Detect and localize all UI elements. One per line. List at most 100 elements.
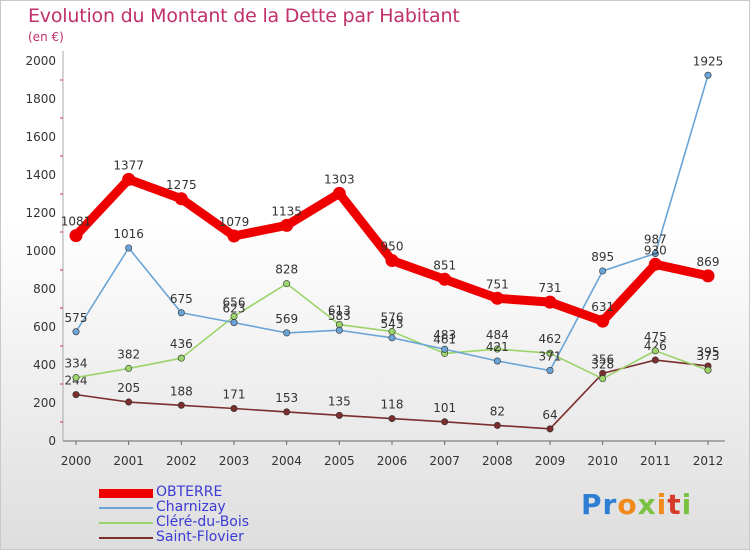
legend-label: Charnizay <box>156 499 226 515</box>
x-tick-label: 2010 <box>587 454 618 468</box>
data-label: 1275 <box>166 178 197 192</box>
data-point <box>230 319 238 327</box>
x-tick-label: 2002 <box>166 454 197 468</box>
data-label: 731 <box>539 281 562 295</box>
x-tick-label: 2004 <box>271 454 302 468</box>
y-tick-label: 600 <box>33 320 56 334</box>
data-point <box>704 366 712 374</box>
data-point <box>335 326 343 334</box>
data-label: 828 <box>275 263 298 277</box>
data-point <box>546 349 554 357</box>
y-tick-label: 400 <box>33 358 56 372</box>
legend-swatch <box>99 488 153 498</box>
data-point <box>493 345 501 353</box>
data-point <box>651 249 659 257</box>
data-label: 1925 <box>693 54 724 68</box>
data-label: 436 <box>170 337 193 351</box>
data-label: 675 <box>170 292 193 306</box>
data-point <box>596 314 610 328</box>
proxiti-logo: Proxiti <box>581 488 692 521</box>
data-label: 462 <box>539 332 562 346</box>
data-label: 869 <box>697 255 720 269</box>
data-label: 1081 <box>61 215 92 229</box>
data-label: 656 <box>223 295 246 309</box>
data-point <box>490 291 504 305</box>
x-tick-label: 2006 <box>377 454 408 468</box>
data-label: 188 <box>170 384 193 398</box>
y-tick-label: 1400 <box>25 168 56 182</box>
data-label: 1016 <box>113 227 144 241</box>
data-point <box>546 367 554 375</box>
data-label: 328 <box>591 358 614 372</box>
x-tick-label: 2003 <box>219 454 250 468</box>
data-point <box>388 334 396 342</box>
data-point <box>546 425 554 433</box>
data-point <box>177 309 185 317</box>
data-point <box>543 295 557 309</box>
x-tick-label: 2001 <box>113 454 144 468</box>
logo-letter: t <box>667 488 682 521</box>
data-label: 373 <box>697 349 720 363</box>
data-label: 583 <box>328 309 351 323</box>
y-tick-label: 200 <box>33 396 56 410</box>
logo-letter: o <box>617 488 638 521</box>
logo-letter: i <box>681 488 693 521</box>
data-label: 1377 <box>113 158 144 172</box>
data-label: 895 <box>591 250 614 264</box>
data-point <box>388 415 396 423</box>
data-label: 461 <box>433 332 456 346</box>
data-label: 118 <box>381 398 404 412</box>
data-label: 82 <box>490 404 505 418</box>
x-tick-label: 2012 <box>693 454 724 468</box>
data-label: 543 <box>381 317 404 331</box>
data-point <box>177 401 185 409</box>
legend-swatch <box>99 507 153 509</box>
data-label: 484 <box>486 328 509 342</box>
data-label: 171 <box>223 388 246 402</box>
y-tick-label: 800 <box>33 282 56 296</box>
data-label: 205 <box>117 381 140 395</box>
data-point <box>438 272 452 286</box>
x-tick-label: 2005 <box>324 454 355 468</box>
data-point <box>283 408 291 416</box>
data-label: 1079 <box>219 215 250 229</box>
data-point <box>441 345 449 353</box>
y-tick-label: 1600 <box>25 130 56 144</box>
data-point <box>72 328 80 336</box>
data-point <box>335 411 343 419</box>
x-tick-label: 2000 <box>61 454 92 468</box>
data-point <box>599 267 607 275</box>
data-label: 631 <box>591 300 614 314</box>
data-label: 623 <box>223 302 246 316</box>
logo-letter: r <box>602 488 618 521</box>
data-label: 575 <box>65 311 88 325</box>
data-label: 950 <box>381 240 404 254</box>
legend-label: OBTERRE <box>156 484 223 500</box>
data-label: 421 <box>486 340 509 354</box>
data-point <box>125 244 133 252</box>
data-label: 483 <box>433 328 456 342</box>
data-point <box>493 421 501 429</box>
data-point <box>230 405 238 413</box>
data-point <box>701 269 715 283</box>
x-tick-label: 2007 <box>429 454 460 468</box>
data-label: 569 <box>275 312 298 326</box>
data-point <box>651 347 659 355</box>
logo-letter: P <box>581 488 603 521</box>
data-label: 334 <box>65 357 88 371</box>
data-label: 135 <box>328 394 351 408</box>
data-point <box>280 218 294 232</box>
legend-label: Cléré-du-Bois <box>156 514 250 530</box>
data-point <box>174 192 188 206</box>
data-point <box>125 364 133 372</box>
data-label: 613 <box>328 304 351 318</box>
data-label: 64 <box>542 408 557 422</box>
data-label: 153 <box>275 391 298 405</box>
x-tick-label: 2009 <box>535 454 566 468</box>
data-point <box>72 374 80 382</box>
legend-swatch <box>99 537 153 539</box>
data-point <box>648 257 662 271</box>
data-point <box>227 229 241 243</box>
data-point <box>122 172 136 186</box>
